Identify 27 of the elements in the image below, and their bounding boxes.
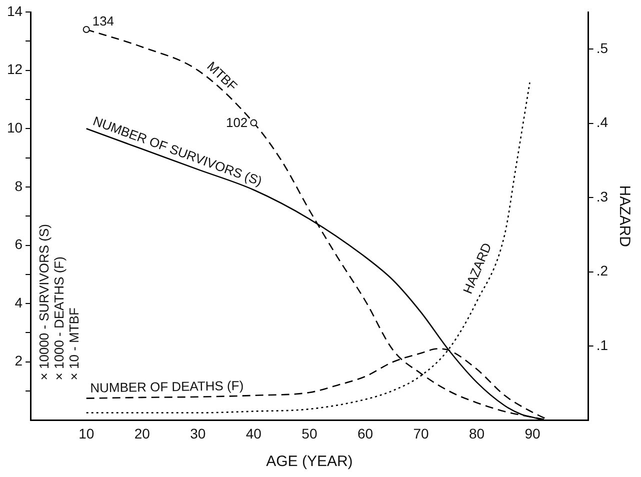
annotation: 102 — [226, 114, 248, 130]
y-tick-label: 8 — [14, 178, 23, 194]
x-tick-label: 70 — [413, 425, 429, 442]
y-tick-label: 14 — [6, 2, 23, 19]
y-tick-label: 4 — [14, 294, 23, 310]
annotation: 134 — [92, 14, 114, 29]
x-tick-label: 10 — [78, 425, 94, 442]
x-tick-label: 60 — [357, 425, 374, 442]
y2-tick-label: .2 — [596, 262, 608, 279]
y2-tick-label: .5 — [596, 40, 608, 56]
y-tick-label: 10 — [6, 119, 23, 136]
x-tick-label: 40 — [246, 425, 262, 442]
x-tick-label: 20 — [134, 425, 150, 442]
x-tick-label: 50 — [302, 425, 318, 442]
x-tick-label: 30 — [190, 425, 206, 442]
x-tick-label: 80 — [468, 425, 485, 442]
y2-axis-title: HAZARD — [616, 185, 633, 248]
y-tick-label: 6 — [14, 236, 23, 252]
y2-tick-label: .3 — [596, 188, 608, 204]
x-axis-title: AGE (YEAR) — [266, 453, 353, 470]
y-tick-label: 2 — [14, 352, 23, 369]
y2-tick-label: .1 — [596, 336, 608, 353]
series-label: NUMBER OF DEATHS (F) — [90, 378, 244, 396]
x-tick-label: 90 — [524, 425, 541, 442]
y-axis-title: × 10000 - SURVIVORS (S) × 1000 - DEATHS (F) × 10 - MTBF — [36, 224, 82, 380]
y-tick-label: 12 — [6, 61, 23, 78]
y2-tick-label: .4 — [596, 114, 608, 130]
